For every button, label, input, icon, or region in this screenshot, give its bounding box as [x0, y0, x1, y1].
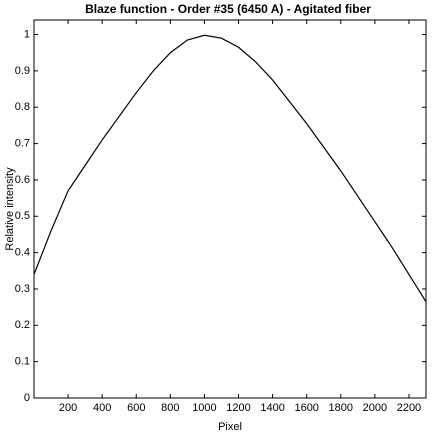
y-tick-label: 0.4: [15, 247, 30, 259]
x-tick-label: 1600: [294, 402, 318, 414]
y-tick-label: 0.5: [15, 210, 30, 222]
plot-frame: [33, 19, 427, 399]
x-tick-label: 2200: [397, 402, 421, 414]
x-tick-label: 400: [93, 402, 111, 414]
x-tick-label: 600: [127, 402, 145, 414]
y-tick-label: 0.8: [15, 101, 30, 113]
y-tick-label: 0.6: [15, 174, 30, 186]
y-tick-label: 0.2: [15, 319, 30, 331]
x-tick-label: 1000: [192, 402, 216, 414]
x-axis-label: Pixel: [218, 421, 242, 433]
y-tick-label: 0.3: [15, 283, 30, 295]
y-tick-label: 0.9: [15, 65, 30, 77]
x-tick-label: 1800: [329, 402, 353, 414]
x-tick-label: 800: [161, 402, 179, 414]
data-line: [33, 34, 427, 303]
chart-title: Blaze function - Order #35 (6450 A) - Ag…: [85, 2, 371, 16]
y-tick-label: 0: [24, 392, 30, 404]
x-tick-label: 1400: [260, 402, 284, 414]
x-tick-label: 200: [59, 402, 77, 414]
y-tick-label: 1: [24, 28, 30, 40]
y-axis-label: Relative intensity: [4, 167, 16, 251]
y-tick-label: 0.7: [15, 137, 30, 149]
y-tick-label: 0.1: [15, 356, 30, 368]
x-tick-label: 1200: [226, 402, 250, 414]
x-tick-label: 2000: [363, 402, 387, 414]
